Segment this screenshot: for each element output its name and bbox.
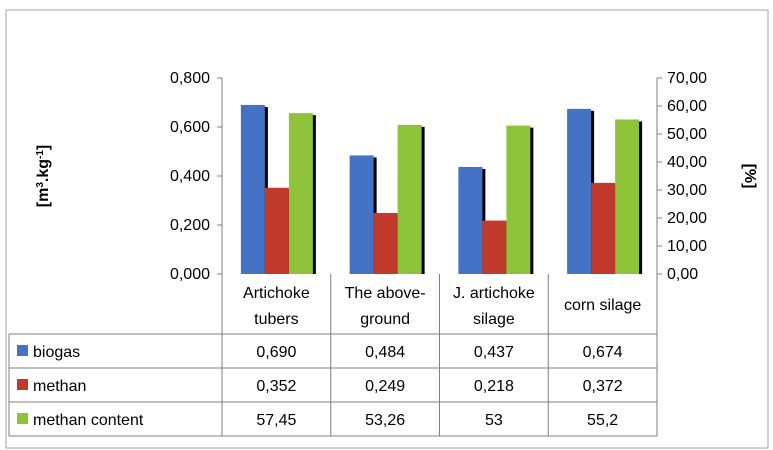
bar-methan-content-2	[506, 125, 531, 274]
axes-layer: 0,000 0,200 0,400 0,600 0,800 0,00 10,00 20,00 3…	[35, 70, 759, 283]
legend-label-biogas: biogas	[33, 344, 80, 361]
left-tick-label: 0,600	[170, 119, 210, 136]
left-tick-label: 0,400	[170, 168, 210, 185]
left-tick-label: 0,800	[170, 70, 210, 87]
bar-methan-1	[373, 212, 398, 274]
table-cell-value: 0,484	[365, 344, 405, 361]
category-label: ground	[360, 311, 410, 328]
right-axis-title: [%]	[741, 164, 758, 189]
table-cell-value: 0,249	[365, 378, 405, 395]
left-tick-label: 0,000	[170, 266, 210, 283]
bar-methan-2	[482, 220, 507, 274]
table-cell-value: 57,45	[256, 412, 296, 429]
right-tick-label: 20,00	[667, 210, 707, 227]
legend-key-biogas	[17, 345, 28, 356]
bar-methan-content-1	[397, 124, 422, 274]
table-cell-value: 53	[485, 412, 503, 429]
right-tick-label: 40,00	[667, 154, 707, 171]
right-tick-label: 30,00	[667, 182, 707, 199]
category-label: The above-	[345, 285, 426, 302]
bar-methan-3	[591, 182, 616, 274]
category-label: Artichoke	[243, 285, 310, 302]
table-cell-value: 0,690	[256, 344, 296, 361]
legend-label-methan: methan	[33, 378, 86, 395]
table-cell-value: 0,372	[583, 378, 623, 395]
bar-biogas-1	[349, 155, 374, 274]
table-cell-value: 0,218	[474, 378, 514, 395]
legend-label-methan-content: methan content	[33, 412, 144, 429]
table-cell-value: 0,352	[256, 378, 296, 395]
bar-biogas-0	[240, 104, 265, 274]
bar-methan-content-3	[615, 119, 640, 274]
table-cell-value: 55,2	[587, 412, 618, 429]
bar-biogas-3	[567, 108, 592, 275]
right-tick-label: 10,00	[667, 238, 707, 255]
category-label: corn silage	[564, 297, 641, 314]
bar-biogas-2	[458, 166, 483, 274]
table-cell-value: 53,26	[365, 412, 405, 429]
right-tick-label: 70,00	[667, 70, 707, 87]
table-cell-value: 0,674	[583, 344, 623, 361]
bar-methan-content-0	[288, 113, 313, 274]
bars-layer	[240, 104, 643, 275]
category-label: tubers	[254, 311, 298, 328]
legend-key-methan	[17, 379, 28, 390]
bar-methan-0	[264, 187, 289, 274]
category-label: silage	[473, 311, 515, 328]
right-tick-label: 50,00	[667, 126, 707, 143]
left-axis-title: [m3.kg-1]	[35, 145, 53, 207]
legend-key-methan-content	[17, 413, 28, 424]
data-table: Artichoke tubers The above-ground J. artich…	[8, 274, 658, 437]
right-tick-label: 60,00	[667, 98, 707, 115]
table-cell-value: 0,437	[474, 344, 514, 361]
category-label: J. artichoke	[453, 285, 535, 302]
left-tick-label: 0,200	[170, 217, 210, 234]
right-tick-label: 0,00	[667, 266, 698, 283]
